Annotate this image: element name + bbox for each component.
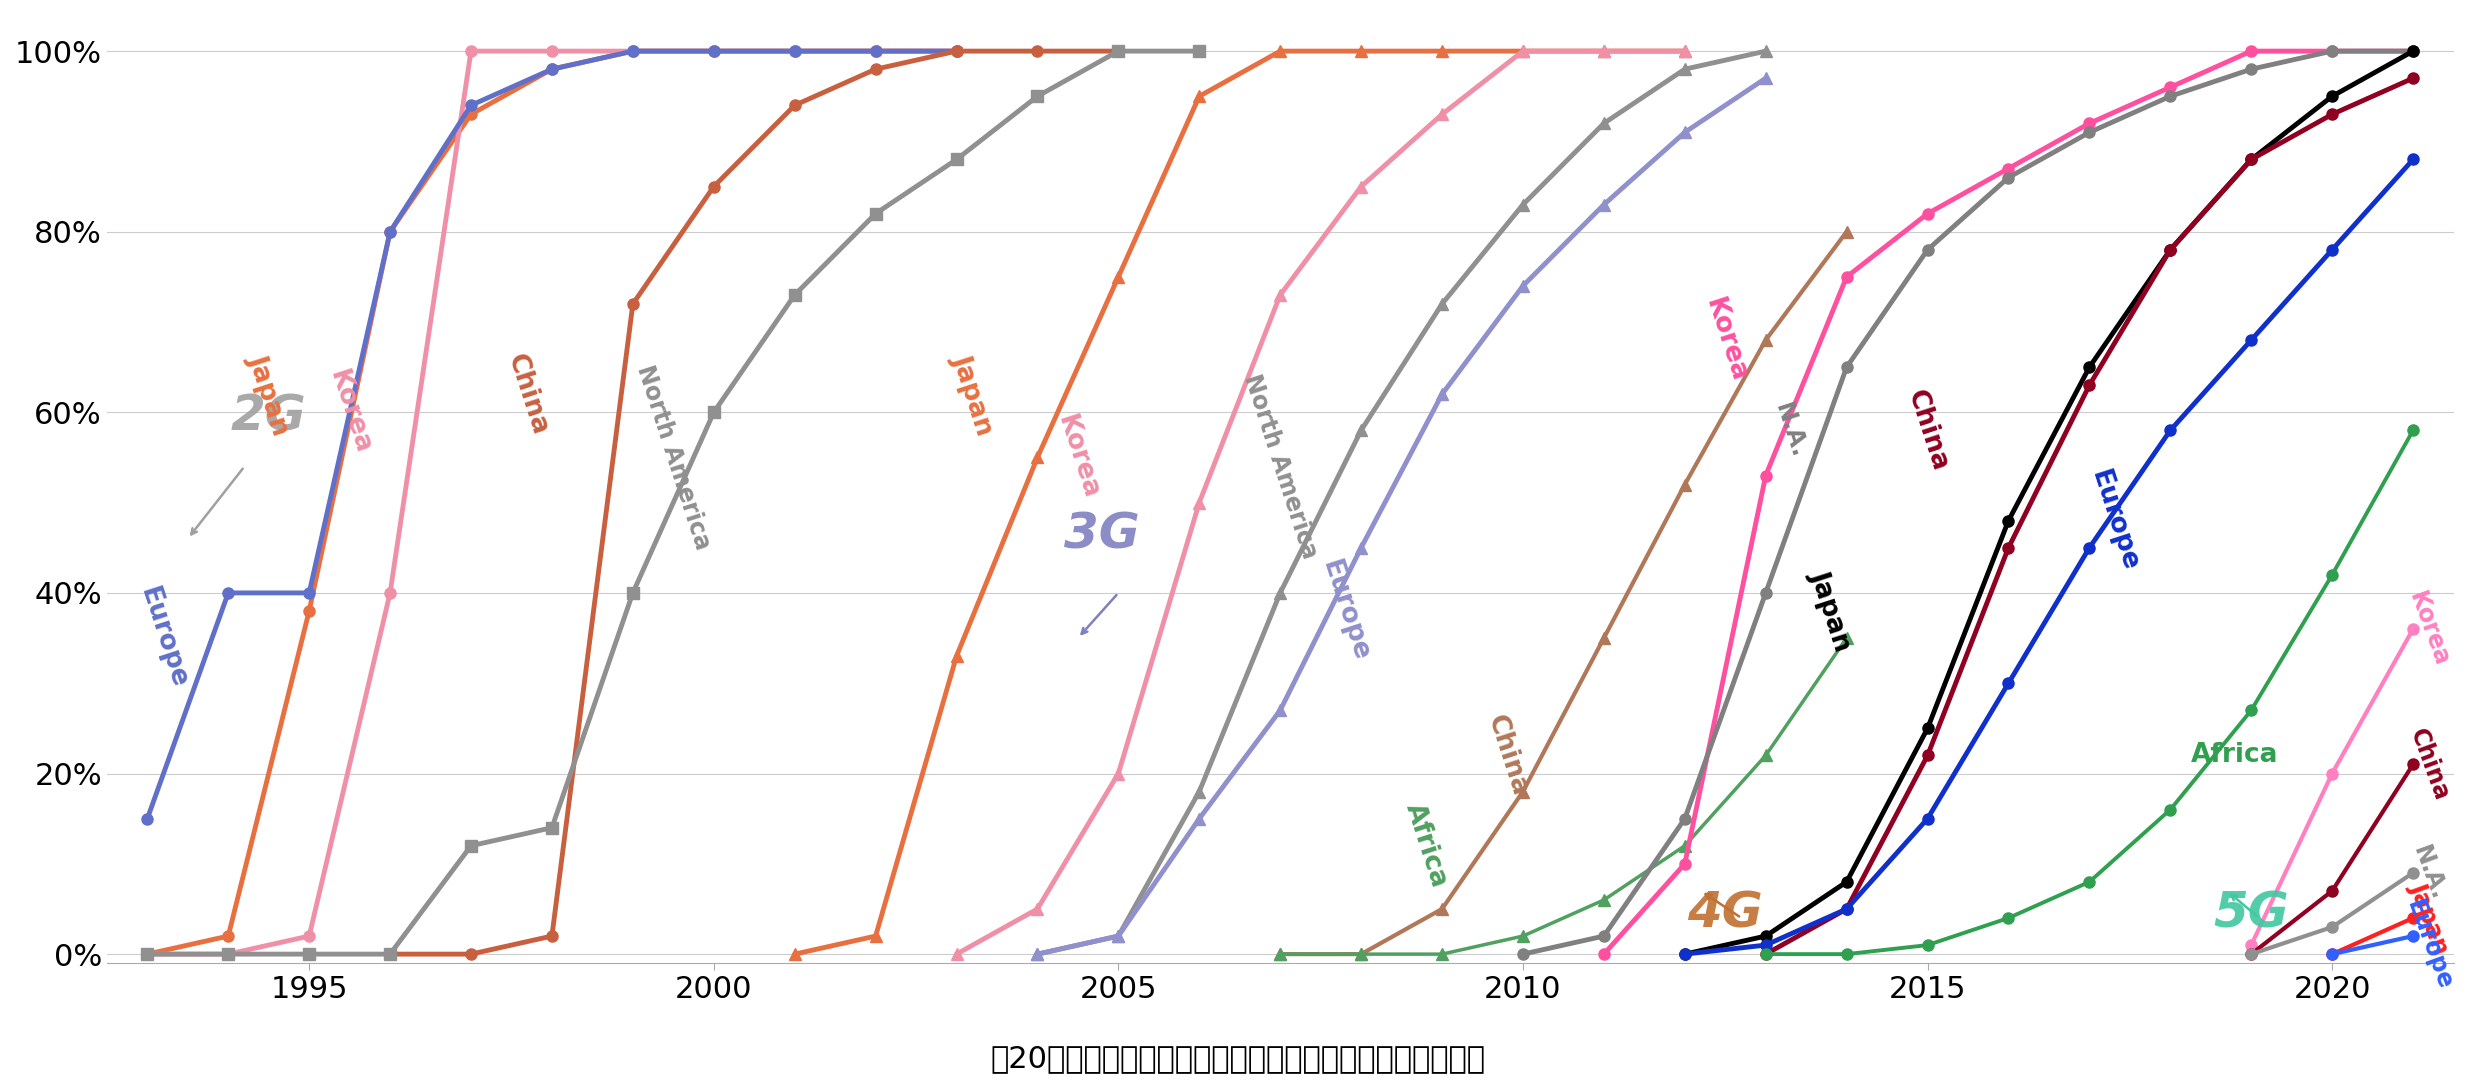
Text: N.A.: N.A. xyxy=(2409,842,2451,903)
Text: Europe: Europe xyxy=(2085,467,2142,575)
Text: Japan: Japan xyxy=(1805,567,1855,655)
Text: Africa: Africa xyxy=(1399,800,1451,891)
Text: China: China xyxy=(1481,711,1533,799)
Text: Japan: Japan xyxy=(2404,879,2454,957)
Text: 図20　移動通信システムの各世代における地域ごと普及率: 図20 移動通信システムの各世代における地域ごと普及率 xyxy=(990,1044,1486,1073)
Text: Korea: Korea xyxy=(1052,412,1104,503)
Text: 4G: 4G xyxy=(1686,890,1763,938)
Text: Japan: Japan xyxy=(243,351,295,438)
Text: 2G: 2G xyxy=(230,392,307,441)
Text: Korea: Korea xyxy=(1699,295,1751,385)
Text: Europe: Europe xyxy=(136,584,193,692)
Text: Europe: Europe xyxy=(2402,896,2456,993)
Text: Korea: Korea xyxy=(324,367,376,457)
Text: Japan: Japan xyxy=(948,351,998,438)
Text: N.A.: N.A. xyxy=(1770,400,1810,461)
Text: 5G: 5G xyxy=(2214,890,2290,938)
Text: Korea: Korea xyxy=(2404,589,2454,670)
Text: China: China xyxy=(1902,387,1954,475)
Text: North America: North America xyxy=(631,362,716,553)
Text: China: China xyxy=(503,350,552,438)
Text: Europe: Europe xyxy=(1317,557,1374,664)
Text: North America: North America xyxy=(1238,371,1322,562)
Text: China: China xyxy=(2404,725,2454,804)
Text: Africa: Africa xyxy=(2191,743,2278,769)
Text: 3G: 3G xyxy=(1065,511,1139,558)
